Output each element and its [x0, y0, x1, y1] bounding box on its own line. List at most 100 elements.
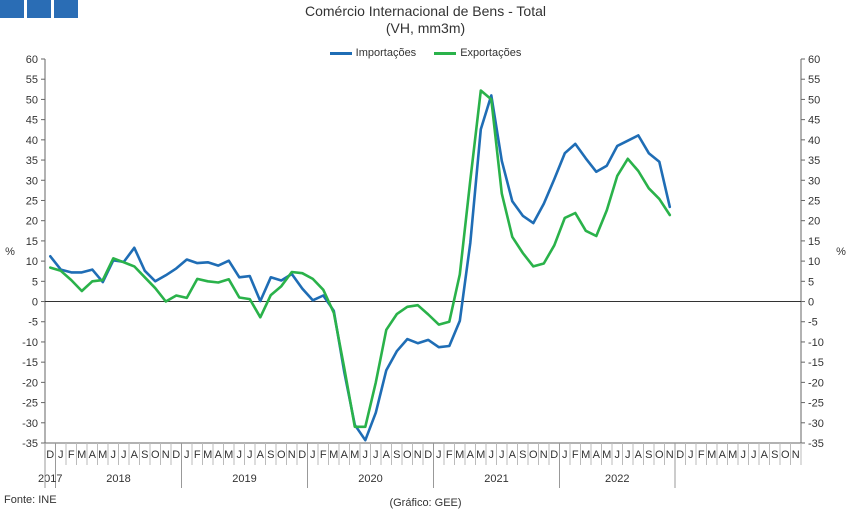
y-tick-label-left: 45 — [26, 115, 38, 127]
y-axis-title-left: % — [5, 246, 15, 258]
x-month-label: J — [310, 449, 316, 461]
y-tick-label-left: -15 — [22, 357, 38, 369]
y-tick-label-right: -20 — [808, 377, 824, 389]
y-tick-label-right: 35 — [808, 155, 820, 167]
x-month-label: N — [414, 449, 422, 461]
y-tick-label-right: 0 — [808, 297, 814, 309]
x-month-label: M — [329, 449, 338, 461]
x-month-label: J — [499, 449, 505, 461]
x-month-label: S — [645, 449, 652, 461]
y-tick-label-right: 55 — [808, 74, 820, 86]
y-tick-label-left: -30 — [22, 418, 38, 430]
x-month-label: J — [363, 449, 369, 461]
x-month-label: M — [476, 449, 485, 461]
x-month-label: F — [194, 449, 201, 461]
y-tick-label-left: -25 — [22, 398, 38, 410]
legend-swatch-importacoes — [329, 51, 352, 55]
x-year-label: 2020 — [358, 473, 382, 485]
y-tick-label-left: 5 — [32, 276, 38, 288]
x-month-label: M — [728, 449, 737, 461]
y-tick-label-left: 25 — [26, 195, 38, 207]
x-month-label: O — [529, 449, 538, 461]
x-year-label: 2019 — [232, 473, 256, 485]
y-tick-label-left: 15 — [26, 236, 38, 248]
x-month-label: J — [562, 449, 568, 461]
x-month-label: F — [698, 449, 705, 461]
x-month-label: J — [373, 449, 379, 461]
y-tick-label-right: 5 — [808, 276, 814, 288]
x-month-label: F — [68, 449, 75, 461]
y-tick-label-left: -10 — [22, 337, 38, 349]
y-tick-label-right: 60 — [808, 54, 820, 66]
y-tick-label-left: -20 — [22, 377, 38, 389]
y-tick-label-right: -10 — [808, 337, 824, 349]
x-month-label: A — [89, 449, 97, 461]
y-tick-label-right: 20 — [808, 216, 820, 228]
x-month-label: N — [666, 449, 674, 461]
x-month-label: N — [792, 449, 800, 461]
x-month-label: O — [781, 449, 790, 461]
x-month-label: F — [572, 449, 579, 461]
x-month-label: O — [151, 449, 160, 461]
x-month-label: F — [320, 449, 327, 461]
y-tick-label-right: 30 — [808, 175, 820, 187]
x-month-label: A — [383, 449, 391, 461]
x-month-label: D — [550, 449, 558, 461]
x-month-label: N — [288, 449, 296, 461]
y-axis-title-right: % — [836, 246, 846, 258]
legend: Importações Exportações — [0, 47, 851, 59]
x-month-label: J — [489, 449, 495, 461]
x-month-label: M — [581, 449, 590, 461]
y-tick-label-left: 35 — [26, 155, 38, 167]
legend-swatch-exportacoes — [434, 51, 457, 55]
legend-label-exportacoes: Exportações — [460, 47, 522, 59]
x-month-label: J — [436, 449, 442, 461]
x-month-label: A — [593, 449, 601, 461]
x-month-label: S — [771, 449, 778, 461]
x-month-label: D — [676, 449, 684, 461]
x-month-label: J — [615, 449, 621, 461]
x-month-label: M — [203, 449, 212, 461]
x-month-label: S — [141, 449, 148, 461]
x-month-label: D — [424, 449, 432, 461]
x-month-label: J — [111, 449, 117, 461]
x-month-label: O — [655, 449, 664, 461]
x-month-label: M — [602, 449, 611, 461]
x-month-label: M — [455, 449, 464, 461]
x-month-label: A — [341, 449, 349, 461]
x-month-label: J — [741, 449, 747, 461]
title-line-2: (VH, mm3m) — [385, 20, 466, 36]
y-tick-label-right: 10 — [808, 256, 820, 268]
x-month-label: A — [761, 449, 769, 461]
x-month-label: A — [635, 449, 643, 461]
x-month-label: J — [247, 449, 253, 461]
y-tick-label-right: 25 — [808, 195, 820, 207]
series-line-exportacoes — [48, 89, 672, 429]
x-month-label: S — [519, 449, 526, 461]
y-tick-label-right: 40 — [808, 135, 820, 147]
x-month-label: J — [58, 449, 64, 461]
x-month-label: J — [688, 449, 694, 461]
y-tick-label-left: -5 — [28, 317, 38, 329]
x-month-label: S — [267, 449, 274, 461]
x-month-label: A — [257, 449, 265, 461]
title-line-1: Comércio Internacional de Bens - Total — [305, 3, 546, 19]
x-month-label: M — [98, 449, 107, 461]
x-month-label: J — [625, 449, 631, 461]
x-month-label: J — [121, 449, 127, 461]
y-tick-label-right: -15 — [808, 357, 824, 369]
x-year-label: 2022 — [605, 473, 629, 485]
x-month-label: S — [393, 449, 400, 461]
x-year-label: 2017 — [38, 473, 62, 485]
x-month-label: M — [77, 449, 86, 461]
y-tick-label-right: -5 — [808, 317, 818, 329]
x-year-label: 2018 — [106, 473, 130, 485]
x-month-label: A — [131, 449, 139, 461]
y-tick-label-right: -25 — [808, 398, 824, 410]
y-tick-label-left: 0 — [32, 297, 38, 309]
source-note: Fonte: INE — [4, 494, 57, 506]
y-tick-label-left: 40 — [26, 135, 38, 147]
y-tick-label-left: 60 — [26, 54, 38, 66]
y-tick-label-left: 10 — [26, 256, 38, 268]
